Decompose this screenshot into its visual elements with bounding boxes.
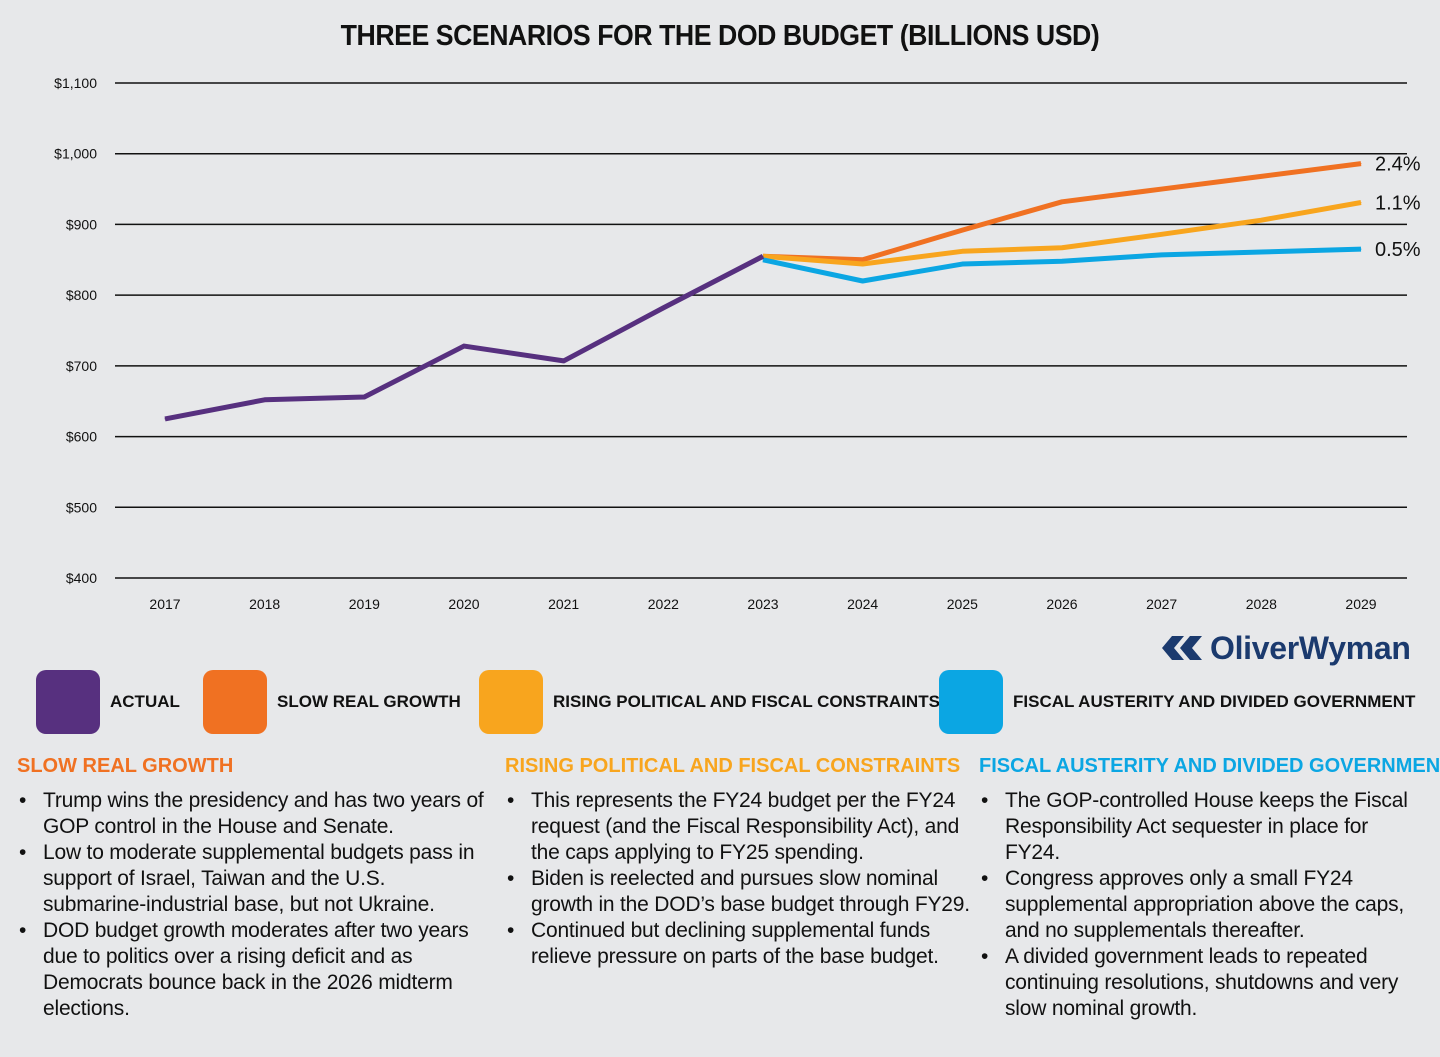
legend-item-fiscal-austerity: FISCAL AUSTERITY AND DIVIDED GOVERNMENT xyxy=(939,670,1415,734)
series-end-label: 2.4% xyxy=(1375,154,1421,176)
bullet-item: • Low to moderate supplemental budgets pa… xyxy=(19,841,475,916)
x-tick-label: 2022 xyxy=(648,596,679,612)
legend-swatch xyxy=(939,670,1003,734)
data-point xyxy=(762,255,764,257)
series-end-label: 0.5% xyxy=(1375,239,1421,261)
y-tick-label: $700 xyxy=(66,358,97,374)
scenario-fiscal-austerity: FISCAL AUSTERITY AND DIVIDED GOVERNMENT … xyxy=(979,755,1440,1022)
y-tick-label: $1,000 xyxy=(54,146,97,162)
data-point xyxy=(1161,233,1163,235)
data-point xyxy=(1161,254,1163,256)
data-point xyxy=(862,259,864,261)
scenario-heading: RISING POLITICAL AND FISCAL CONSTRAINTS xyxy=(505,755,961,777)
scenario-heading: FISCAL AUSTERITY AND DIVIDED GOVERNMENT xyxy=(979,755,1440,777)
bullet-item: • Continued but declining supplemental fu… xyxy=(507,919,939,968)
data-point xyxy=(1260,219,1262,221)
data-point xyxy=(1161,188,1163,190)
x-tick-label: 2029 xyxy=(1345,596,1376,612)
oliver-wyman-logo-icon xyxy=(1162,636,1202,660)
data-point xyxy=(264,399,266,401)
scenario-bullets: • This represents the FY24 budget per the… xyxy=(505,788,975,970)
x-tick-label: 2026 xyxy=(1046,596,1077,612)
scenario-bullets: • The GOP-controlled House keeps the Fisc… xyxy=(979,788,1424,1022)
y-tick-label: $500 xyxy=(66,499,97,515)
legend-label: FISCAL AUSTERITY AND DIVIDED GOVERNMENT xyxy=(1013,692,1416,711)
oliver-wyman-logo: OliverWyman xyxy=(1160,626,1411,670)
data-point xyxy=(1260,175,1262,177)
legend-label: ACTUAL xyxy=(110,692,180,711)
data-point xyxy=(961,250,963,252)
data-point xyxy=(463,345,465,347)
y-tick-label: $800 xyxy=(66,287,97,303)
data-point xyxy=(1061,260,1063,262)
legend-swatch xyxy=(479,670,543,734)
data-point xyxy=(862,280,864,282)
data-point xyxy=(363,396,365,398)
scenario-heading: SLOW REAL GROWTH xyxy=(17,755,234,777)
logo-text: OliverWyman xyxy=(1210,629,1411,666)
legend-swatch xyxy=(36,670,100,734)
y-tick-label: $600 xyxy=(66,429,97,445)
data-point xyxy=(164,418,166,420)
x-tick-label: 2025 xyxy=(947,596,978,612)
x-tick-label: 2021 xyxy=(548,596,579,612)
data-point xyxy=(563,360,565,362)
bullet-item: • This represents the FY24 budget per the… xyxy=(507,789,960,864)
data-point xyxy=(1061,247,1063,249)
legend-swatch xyxy=(203,670,267,734)
x-tick-label: 2023 xyxy=(747,596,778,612)
legend-label: RISING POLITICAL AND FISCAL CONSTRAINTS xyxy=(553,692,940,711)
chart-title: THREE SCENARIOS FOR THE DOD BUDGET (BILL… xyxy=(340,20,1100,52)
data-point xyxy=(762,259,764,261)
bullet-item: • A divided government leads to repeated … xyxy=(981,945,1399,1020)
x-tick-label: 2017 xyxy=(149,596,180,612)
line-chart: $400 $500 $600 $700 $800 $900 $1,000 $1,100 2017… xyxy=(54,75,1421,612)
x-tick-label: 2019 xyxy=(349,596,380,612)
bullet-item: • Congress approves only a small FY24 sup… xyxy=(981,867,1405,942)
data-point xyxy=(1061,201,1063,203)
legend-item-actual: ACTUAL xyxy=(36,670,180,734)
x-tick-label: 2024 xyxy=(847,596,878,612)
legend-label: SLOW REAL GROWTH xyxy=(277,692,461,711)
bullet-item: • The GOP-controlled House keeps the Fisc… xyxy=(981,789,1408,864)
data-point xyxy=(862,263,864,265)
data-point xyxy=(1360,163,1362,165)
y-tick-label: $1,100 xyxy=(54,75,97,91)
bullet-item: • DOD budget growth moderates after two y… xyxy=(19,919,469,1020)
data-point xyxy=(662,307,664,309)
data-point xyxy=(1260,251,1262,253)
y-tick-label: $400 xyxy=(66,570,97,586)
legend: ACTUAL SLOW REAL GROWTH RISING POLITICAL… xyxy=(0,670,1440,734)
x-tick-label: 2018 xyxy=(249,596,280,612)
data-point xyxy=(1360,202,1362,204)
series-line xyxy=(762,200,1362,267)
legend-item-rising-constraints: RISING POLITICAL AND FISCAL CONSTRAINTS xyxy=(479,670,940,734)
scenario-slow-real-growth: SLOW REAL GROWTH • Trump wins the preside… xyxy=(17,755,487,1022)
series-end-label: 1.1% xyxy=(1375,193,1421,215)
scenario-rising-constraints: RISING POLITICAL AND FISCAL CONSTRAINTS … xyxy=(505,755,975,970)
bullet-item: • Trump wins the presidency and has two y… xyxy=(19,789,484,838)
series-line xyxy=(164,254,765,422)
data-point xyxy=(1360,248,1362,250)
x-tick-label: 2028 xyxy=(1246,596,1277,612)
data-point xyxy=(961,263,963,265)
x-tick-label: 2027 xyxy=(1146,596,1177,612)
scenario-bullets: • Trump wins the presidency and has two y… xyxy=(17,788,487,1022)
x-tick-label: 2020 xyxy=(448,596,479,612)
bullet-item: • Biden is reelected and pursues slow nom… xyxy=(507,867,970,916)
data-point xyxy=(961,229,963,231)
legend-item-slow-real-growth: SLOW REAL GROWTH xyxy=(203,670,461,734)
y-tick-label: $900 xyxy=(66,216,97,232)
